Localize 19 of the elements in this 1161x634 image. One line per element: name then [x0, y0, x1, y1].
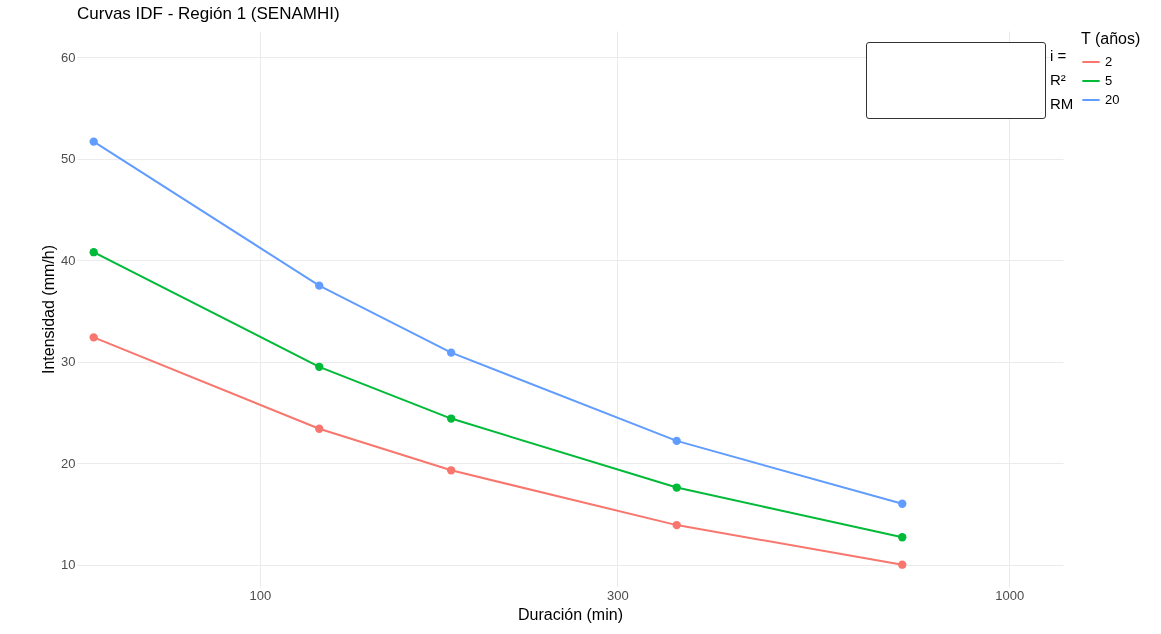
y-tick-label: 20: [61, 455, 76, 471]
y-tick-label: 50: [61, 151, 76, 167]
legend-label: 20: [1105, 92, 1120, 107]
x-tick-label: 1000: [995, 587, 1025, 603]
x-tick-label: 100: [249, 587, 272, 603]
y-axis-title: Intensidad (mm/h): [40, 245, 58, 374]
annotation: i =: [1050, 44, 1067, 68]
x-tick-label: 300: [607, 587, 629, 603]
legend-label: 5: [1105, 73, 1113, 88]
chart-title: Curvas IDF - Región 1 (SENAMHI): [77, 4, 340, 23]
y-tick-label: 10: [61, 557, 76, 573]
x-axis-title: Duración (min): [518, 605, 623, 623]
legend-title: T (años): [1081, 30, 1141, 47]
y-tick-label: 40: [61, 252, 76, 268]
annotation: RM: [1050, 92, 1074, 116]
y-tick-label: 30: [61, 354, 76, 370]
y-tick-label: 60: [61, 49, 76, 65]
legend-label: 2: [1105, 54, 1113, 69]
annotation: R²: [1050, 68, 1066, 92]
